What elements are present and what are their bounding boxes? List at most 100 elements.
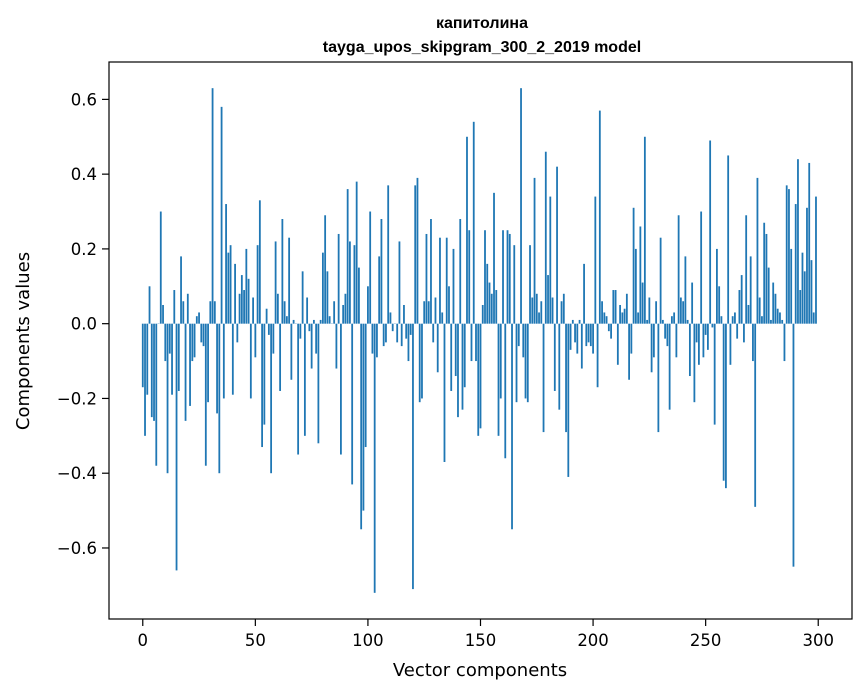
bar xyxy=(360,323,363,530)
y-axis-ticks: −0.6 −0.4 −0.2 0.0 0.2 0.4 0.6 xyxy=(57,90,109,558)
bar xyxy=(515,323,518,403)
bar xyxy=(675,323,678,358)
bar xyxy=(182,301,185,324)
bar xyxy=(612,290,615,324)
bar xyxy=(513,245,516,324)
bar xyxy=(720,316,723,324)
bar xyxy=(810,260,813,324)
bar xyxy=(227,252,230,324)
bar xyxy=(718,286,721,324)
bar xyxy=(716,248,718,324)
x-tick-label: 0 xyxy=(138,631,149,650)
chart-subtitle: tayga_upos_skipgram_300_2_2019 model xyxy=(323,39,641,56)
bar xyxy=(571,319,574,324)
bar xyxy=(583,263,585,324)
bar xyxy=(358,267,360,324)
bar xyxy=(504,323,507,459)
bar xyxy=(682,301,685,324)
bar xyxy=(794,204,797,324)
bar xyxy=(598,110,601,324)
bar xyxy=(544,151,547,324)
y-tick-label: −0.4 xyxy=(57,464,97,483)
bar xyxy=(607,323,610,332)
bar xyxy=(488,282,491,324)
bar xyxy=(670,316,673,324)
bar xyxy=(792,323,795,567)
bar xyxy=(414,185,417,324)
bar xyxy=(596,323,599,388)
bar xyxy=(162,304,164,324)
bar xyxy=(191,323,194,362)
bar xyxy=(749,256,752,324)
bar xyxy=(144,323,146,436)
bar xyxy=(171,323,173,395)
bar xyxy=(686,319,689,324)
bar xyxy=(529,245,531,324)
bar xyxy=(569,323,572,350)
bar xyxy=(556,166,558,324)
bar xyxy=(508,233,511,324)
bar xyxy=(743,323,745,343)
bar xyxy=(211,88,214,324)
bar xyxy=(688,323,691,377)
bar xyxy=(684,256,687,324)
bar xyxy=(245,248,248,324)
bar xyxy=(756,177,759,324)
bar xyxy=(189,323,191,406)
bar xyxy=(815,196,817,324)
bar xyxy=(376,323,378,358)
bar xyxy=(625,293,628,324)
bar xyxy=(452,248,455,324)
bar xyxy=(427,301,430,324)
bar xyxy=(587,323,590,343)
bar xyxy=(146,323,149,395)
bar xyxy=(481,304,484,324)
bar xyxy=(531,297,534,324)
bar xyxy=(637,312,640,324)
bar xyxy=(520,88,522,324)
bar xyxy=(585,323,588,347)
bar xyxy=(698,323,700,365)
bar xyxy=(761,316,763,324)
bar xyxy=(349,241,351,324)
bar xyxy=(213,301,216,324)
bars-group xyxy=(141,88,817,593)
bar xyxy=(616,323,619,365)
bar xyxy=(382,323,385,347)
bar xyxy=(655,301,658,324)
bar xyxy=(801,252,804,324)
bar xyxy=(335,323,338,369)
y-tick-label: 0.4 xyxy=(71,165,97,184)
bar xyxy=(195,316,198,324)
bar xyxy=(423,301,426,324)
bar xyxy=(175,323,178,571)
bar xyxy=(421,323,423,399)
bar xyxy=(425,233,428,324)
bar xyxy=(806,207,808,324)
bar xyxy=(506,230,509,324)
bar xyxy=(398,241,401,324)
bar xyxy=(261,323,263,448)
bar xyxy=(216,323,218,414)
bar xyxy=(409,323,412,335)
bar xyxy=(677,215,680,324)
bar xyxy=(679,297,682,324)
bar xyxy=(652,323,655,358)
bar xyxy=(265,308,268,324)
x-tick-label: 100 xyxy=(352,631,384,650)
bar xyxy=(745,215,748,324)
bar xyxy=(247,278,250,324)
bar xyxy=(412,323,414,590)
bar xyxy=(310,323,313,369)
bar xyxy=(198,312,200,324)
bar xyxy=(707,323,709,350)
bar xyxy=(592,323,594,354)
bar xyxy=(353,245,356,324)
bar xyxy=(646,319,649,324)
bar xyxy=(747,304,750,324)
bar xyxy=(641,282,644,324)
bar xyxy=(547,275,549,324)
bar xyxy=(774,293,777,324)
bar xyxy=(580,323,583,369)
bar xyxy=(623,308,626,324)
